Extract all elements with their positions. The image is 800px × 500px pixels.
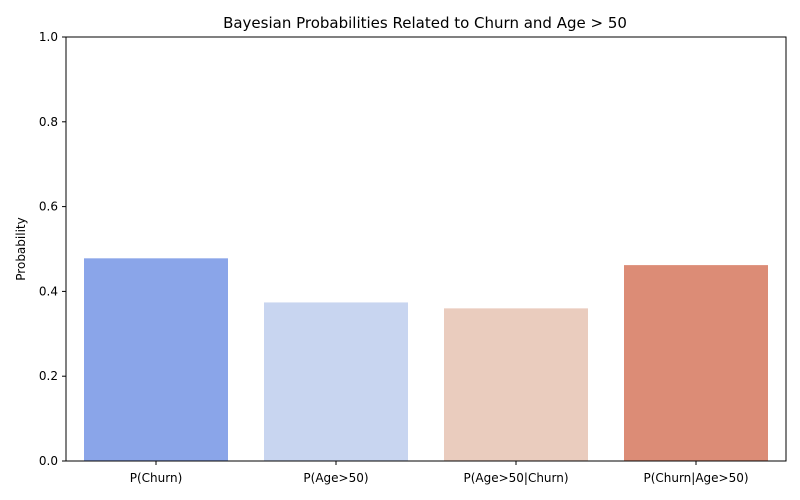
bar-0: [84, 258, 228, 461]
y-axis: 0.0 0.2 0.4 0.6 0.8 1.0: [39, 30, 66, 468]
y-tick-label: 1.0: [39, 30, 58, 44]
x-tick-label: P(Age>50): [303, 471, 368, 485]
y-tick-label: 0.0: [39, 454, 58, 468]
y-tick-label: 0.8: [39, 115, 58, 129]
chart-title: Bayesian Probabilities Related to Churn …: [223, 14, 627, 32]
plot-frame: [65, 36, 787, 462]
bar-2: [444, 308, 588, 461]
x-tick-label: P(Age>50|Churn): [463, 471, 568, 485]
bars-group: [84, 258, 768, 461]
y-axis-title: Probability: [14, 217, 28, 280]
x-tick-label: P(Churn): [130, 471, 183, 485]
y-tick-label: 0.6: [39, 200, 58, 214]
x-tick-label: P(Churn|Age>50): [643, 471, 748, 485]
bar-1: [264, 302, 408, 461]
x-axis: P(Churn) P(Age>50) P(Age>50|Churn) P(Churn|…: [130, 461, 749, 485]
bar-3: [624, 265, 768, 461]
y-tick-label: 0.4: [39, 284, 58, 298]
y-tick-label: 0.2: [39, 369, 58, 383]
